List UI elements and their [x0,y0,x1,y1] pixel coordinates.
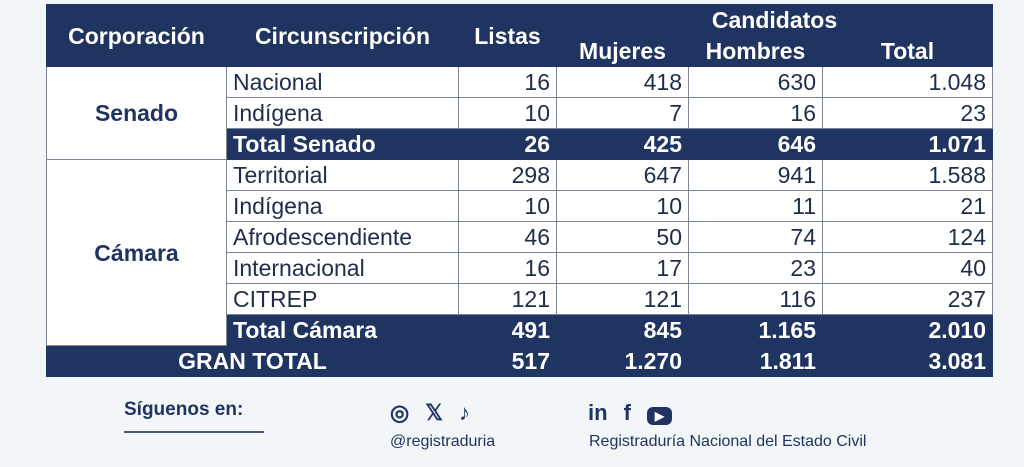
corporacion-camara: Cámara [46,159,227,346]
circunscripcion-cell: Internacional [226,252,459,284]
table-row: Total Senado 26 425 646 1.071 [47,128,993,160]
mujeres-cell: 121 [556,283,689,315]
hombres-cell: 74 [688,221,823,253]
corporacion-senado: Senado [46,66,227,160]
social-handle[interactable]: @registraduria [390,433,496,450]
grand-total-cell: 3.081 [822,345,993,377]
grand-total-label: GRAN TOTAL [46,345,459,377]
total-cell: 1.588 [822,159,993,191]
header-hombres: Hombres [688,35,823,67]
circunscripcion-cell: CITREP [226,283,459,315]
header-circunscripcion: Circunscripción [226,4,459,67]
grand-total-row: GRAN TOTAL 517 1.270 1.811 3.081 [46,345,993,377]
table-row: CITREP 121 121 116 237 [47,283,993,315]
listas-cell: 46 [458,221,557,253]
circunscripcion-cell: Indígena [226,97,459,129]
organization-name: Registraduría Nacional del Estado Civil [589,433,867,450]
total-cell: 23 [822,97,993,129]
grand-listas-cell: 517 [458,345,557,377]
header-mujeres: Mujeres [556,35,689,67]
tiktok-icon[interactable]: ♪ [458,400,470,425]
hombres-cell: 16 [688,97,823,129]
header-candidatos: Candidatos [556,4,993,36]
instagram-icon[interactable]: ◎ [390,400,410,425]
listas-cell: 10 [458,190,557,222]
circunscripcion-cell: Indígena [226,190,459,222]
circunscripcion-cell: Afrodescendiente [226,221,459,253]
circunscripcion-cell: Nacional [226,66,459,98]
total-cell: 124 [822,221,993,253]
linkedin-icon[interactable]: in [588,400,608,425]
total-cell: 1.048 [822,66,993,98]
listas-cell: 26 [458,128,557,160]
header-corporacion: Corporación [46,4,227,67]
header-listas: Listas [458,4,557,67]
circunscripcion-cell: Territorial [226,159,459,191]
mujeres-cell: 845 [556,314,689,346]
hombres-cell: 941 [688,159,823,191]
hombres-cell: 1.165 [688,314,823,346]
grand-mujeres-cell: 1.270 [556,345,689,377]
mujeres-cell: 647 [556,159,689,191]
candidates-table: Corporación Circunscripción Listas Candi… [46,4,993,377]
hombres-cell: 116 [688,283,823,315]
table-row: Senado Nacional 16 418 630 1.048 [46,66,993,160]
hombres-cell: 23 [688,252,823,284]
listas-cell: 298 [458,159,557,191]
listas-cell: 491 [458,314,557,346]
table-row: Indígena 10 7 16 23 [47,97,993,129]
total-cell: 40 [822,252,993,284]
facebook-icon[interactable]: f [623,400,631,425]
mujeres-cell: 50 [556,221,689,253]
listas-cell: 121 [458,283,557,315]
listas-cell: 16 [458,66,557,98]
total-cell: 21 [822,190,993,222]
listas-cell: 10 [458,97,557,129]
circunscripcion-cell: Total Cámara [226,314,459,346]
hombres-cell: 646 [688,128,823,160]
total-cell: 2.010 [822,314,993,346]
header-total: Total [822,35,993,67]
circunscripcion-cell: Total Senado [226,128,459,160]
mujeres-cell: 17 [556,252,689,284]
hombres-cell: 11 [688,190,823,222]
mujeres-cell: 418 [556,66,689,98]
total-cell: 1.071 [822,128,993,160]
follow-underline [124,431,264,433]
mujeres-cell: 7 [556,97,689,129]
follow-label: Síguenos en: [124,399,244,420]
table-row: Cámara Territorial 298 647 941 1.588 [46,159,993,346]
youtube-icon[interactable]: ▶ [646,407,673,425]
x-icon[interactable]: 𝕏 [425,400,443,425]
table-row: Indígena 10 10 11 21 [47,190,993,222]
grand-hombres-cell: 1.811 [688,345,823,377]
total-cell: 237 [822,283,993,315]
listas-cell: 16 [458,252,557,284]
hombres-cell: 630 [688,66,823,98]
table-row: Internacional 16 17 23 40 [47,252,993,284]
mujeres-cell: 425 [556,128,689,160]
mujeres-cell: 10 [556,190,689,222]
